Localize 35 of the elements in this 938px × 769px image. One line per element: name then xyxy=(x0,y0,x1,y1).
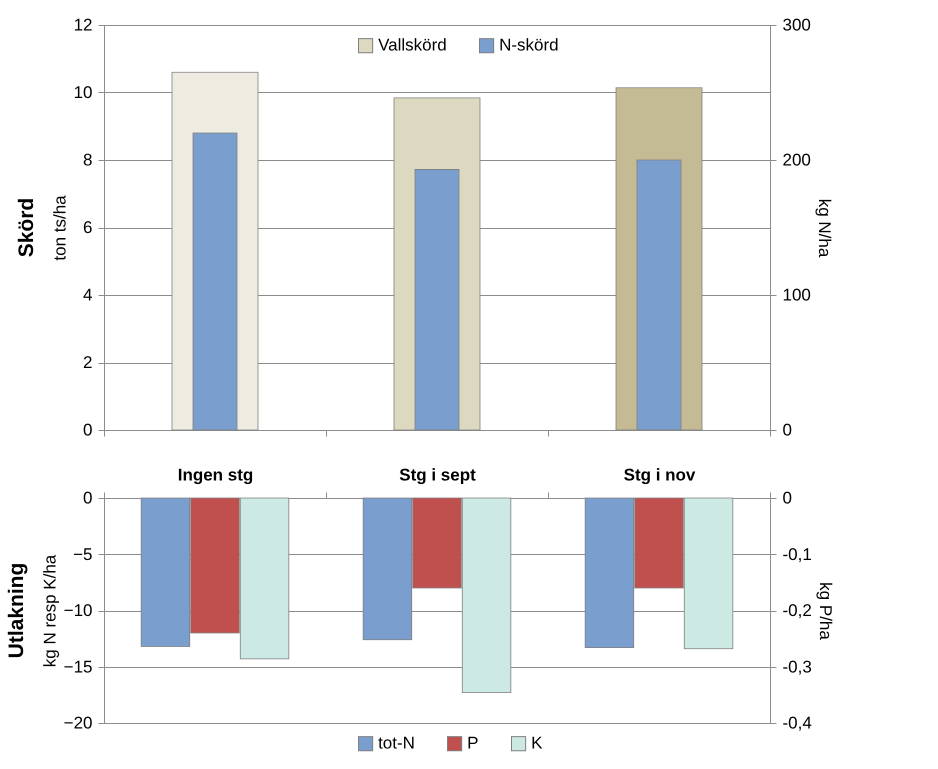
y-tick-label: 4 xyxy=(83,286,92,304)
x-tick-label: Stg i nov xyxy=(624,466,696,484)
legend-label: K xyxy=(531,734,544,753)
y2-tick-label: -0,1 xyxy=(782,544,812,564)
y2-tick-label: -0,3 xyxy=(782,657,812,676)
legend-label: tot-N xyxy=(378,734,415,753)
y2-tick-label: 0 xyxy=(782,420,792,440)
y-tick-label: 12 xyxy=(74,16,92,34)
x-tick-label: Stg i sept xyxy=(399,466,476,484)
y2-axis-title: kg N/ha xyxy=(814,198,834,258)
y2-tick-label: -0,2 xyxy=(782,601,812,620)
y-axis-title: kg N resp K/ha xyxy=(40,554,60,668)
legend-label: N-skörd xyxy=(499,36,559,55)
legend-label: Vallskörd xyxy=(378,36,447,55)
y-axis-title: ton ts/ha xyxy=(50,194,70,261)
y-tick-label: −10 xyxy=(64,601,92,620)
y2-tick-label: 0 xyxy=(782,488,792,508)
legend-label: P xyxy=(467,734,478,753)
text: Skörd xyxy=(15,198,38,258)
y-tick-label: −15 xyxy=(64,657,92,676)
y-tick-label: 8 xyxy=(83,150,92,170)
y-tick-label: 0 xyxy=(83,420,92,440)
y-tick-label: 0 xyxy=(83,488,92,508)
text: Utlakning xyxy=(5,562,28,658)
x-tick-label: Ingen stg xyxy=(178,466,254,484)
y2-axis-title: kg P/ha xyxy=(816,582,835,640)
y-tick-label: 2 xyxy=(83,353,92,372)
y2-tick-label: -0,4 xyxy=(782,714,812,732)
y2-tick-label: 200 xyxy=(782,150,811,170)
y-tick-label: 6 xyxy=(83,218,92,237)
y2-tick-label: 100 xyxy=(782,286,811,304)
y-tick-label: −20 xyxy=(64,714,92,732)
y-tick-label: 10 xyxy=(74,83,92,102)
y-tick-label: −5 xyxy=(73,544,92,564)
y2-tick-label: 300 xyxy=(782,16,811,34)
